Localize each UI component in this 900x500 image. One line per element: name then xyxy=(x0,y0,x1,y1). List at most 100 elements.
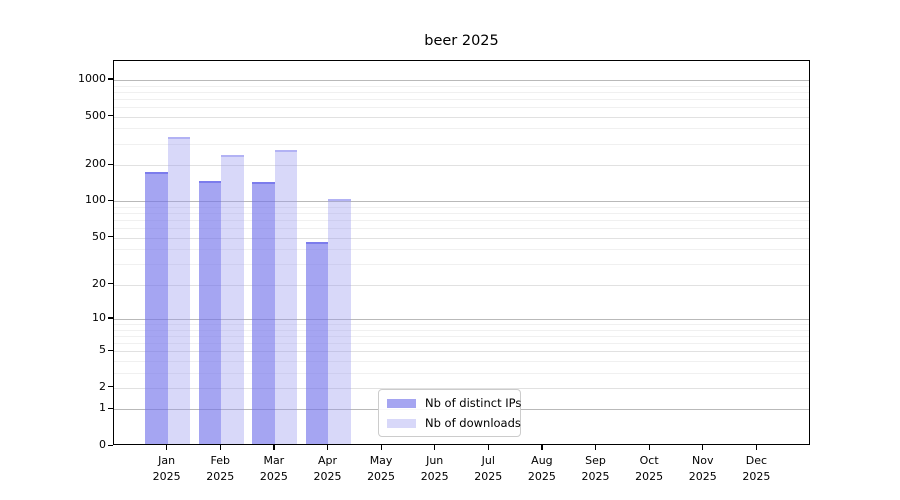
x-tick-year: 2025 xyxy=(688,470,717,483)
legend: Nb of distinct IPs Nb of downloads xyxy=(378,389,521,437)
x-tick-label-apr: Apr 2025 xyxy=(297,453,357,485)
x-tick-mark xyxy=(595,445,597,450)
y-gridline-minor xyxy=(114,228,809,230)
y-gridline-minor xyxy=(114,91,809,93)
x-tick-month: Mar xyxy=(263,454,285,467)
y-gridline-5 xyxy=(114,351,809,353)
y-tick-label-2: 2 xyxy=(99,379,106,393)
y-gridline-minor xyxy=(114,342,809,344)
legend-label-downloads: Nb of downloads xyxy=(425,416,521,430)
x-tick-month: Nov xyxy=(692,454,714,467)
x-tick-month: Oct xyxy=(639,454,659,467)
y-gridline-minor xyxy=(114,98,809,100)
x-tick-mark xyxy=(166,445,168,450)
x-tick-mark xyxy=(380,445,382,450)
x-tick-year: 2025 xyxy=(313,470,342,483)
x-tick-label-jul: Jul 2025 xyxy=(458,453,518,485)
y-tick-label-20: 20 xyxy=(92,276,106,290)
y-tick-label-1000: 1000 xyxy=(78,71,106,85)
x-tick-year: 2025 xyxy=(206,470,235,483)
y-gridline-200 xyxy=(114,165,809,166)
x-tick-month: Feb xyxy=(210,454,230,467)
x-tick-month: Sep xyxy=(585,454,606,467)
x-tick-mark xyxy=(648,445,650,450)
y-gridline-minor xyxy=(114,249,809,251)
y-gridline-minor xyxy=(114,329,809,331)
x-tick-year: 2025 xyxy=(367,470,396,483)
y-gridline-500 xyxy=(114,116,809,118)
x-tick-label-feb: Feb 2025 xyxy=(190,453,250,485)
y-tick-mark xyxy=(107,236,113,238)
y-tick-label-100: 100 xyxy=(85,193,106,207)
y-tick-mark xyxy=(107,163,113,165)
x-tick-year: 2025 xyxy=(152,470,181,483)
y-tick-mark xyxy=(107,407,113,409)
y-gridline-minor xyxy=(114,360,809,362)
y-gridline-minor xyxy=(114,335,809,337)
y-gridline-10 xyxy=(114,318,809,320)
y-tick-mark xyxy=(107,349,113,351)
legend-swatch-downloads xyxy=(387,418,416,428)
x-tick-label-oct: Oct 2025 xyxy=(619,453,679,485)
x-tick-mark xyxy=(434,445,436,450)
y-tick-mark xyxy=(107,199,113,202)
y-tick-label-5: 5 xyxy=(99,343,106,357)
y-tick-mark xyxy=(107,115,113,117)
x-tick-month: Aug xyxy=(531,454,553,467)
x-tick-mark xyxy=(541,445,543,450)
x-tick-year: 2025 xyxy=(742,470,771,483)
legend-item-distinct-ips: Nb of distinct IPs xyxy=(387,395,521,411)
y-gridline-minor xyxy=(114,372,809,374)
y-gridline-50 xyxy=(114,237,809,239)
x-tick-month: May xyxy=(369,454,393,467)
y-tick-label-50: 50 xyxy=(92,229,106,243)
x-tick-mark xyxy=(755,445,758,450)
bar-downloads-feb xyxy=(221,154,244,444)
x-tick-mark xyxy=(219,445,221,450)
x-tick-label-mar: Mar 2025 xyxy=(244,453,304,485)
bar-distinct-ips-apr xyxy=(305,242,329,444)
bar-distinct-ips-feb xyxy=(198,180,222,444)
x-tick-label-may: May 2025 xyxy=(351,453,411,485)
x-tick-year: 2025 xyxy=(420,470,449,483)
y-tick-mark xyxy=(107,386,113,388)
y-tick-mark xyxy=(107,283,113,285)
bar-distinct-ips-mar xyxy=(252,181,275,444)
y-gridline-minor xyxy=(114,206,809,208)
y-gridline-2 xyxy=(114,387,809,389)
y-gridline-minor xyxy=(114,324,809,325)
x-tick-label-sep: Sep 2025 xyxy=(566,453,626,485)
x-tick-month: Jun xyxy=(426,454,444,467)
y-gridline-minor xyxy=(114,85,809,87)
y-tick-label-500: 500 xyxy=(85,108,106,122)
bar-downloads-mar xyxy=(274,150,298,444)
bar-downloads-apr xyxy=(328,199,351,444)
x-tick-label-aug: Aug 2025 xyxy=(512,453,572,485)
y-gridline-20 xyxy=(114,284,809,286)
y-tick-label-0: 0 xyxy=(99,438,106,451)
x-tick-year: 2025 xyxy=(474,470,503,483)
y-gridline-minor xyxy=(114,220,809,222)
bar-distinct-ips-jan xyxy=(145,171,168,444)
y-gridline-minor xyxy=(114,143,809,145)
x-tick-label-jan: Jan 2025 xyxy=(137,453,197,485)
x-tick-label-dec: Dec 2025 xyxy=(726,453,786,485)
y-tick-label-1: 1 xyxy=(99,401,106,415)
x-tick-year: 2025 xyxy=(259,470,288,483)
y-gridline-minor xyxy=(114,213,809,215)
x-tick-label-nov: Nov 2025 xyxy=(673,453,733,485)
legend-swatch-distinct-ips xyxy=(387,398,416,408)
x-tick-month: Jan xyxy=(158,454,176,467)
x-tick-year: 2025 xyxy=(527,470,556,483)
y-tick-label-10: 10 xyxy=(92,310,106,324)
bar-downloads-jan xyxy=(167,136,191,444)
chart-title: beer 2025 xyxy=(424,33,499,49)
x-tick-mark xyxy=(487,445,489,450)
x-tick-year: 2025 xyxy=(581,470,610,483)
x-tick-mark xyxy=(702,445,704,450)
x-tick-month: Dec xyxy=(745,454,768,467)
y-gridline-100 xyxy=(114,201,809,203)
y-tick-mark xyxy=(107,444,113,446)
y-gridline-minor xyxy=(114,128,809,130)
